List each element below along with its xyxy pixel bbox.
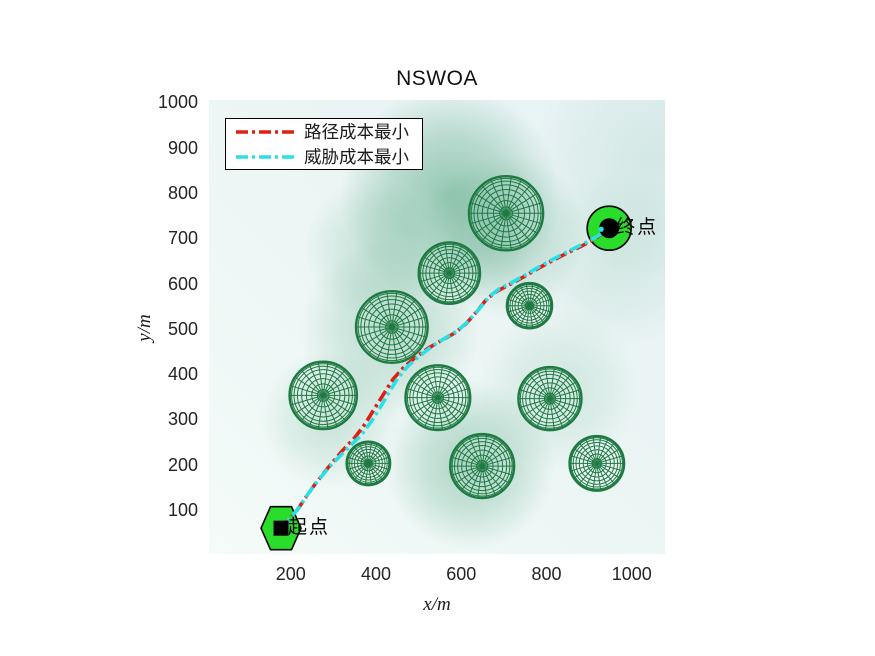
path-min-threat-cost	[279, 226, 611, 530]
threat-field-blob	[303, 179, 445, 321]
legend-item-min-threat-cost: 威胁成本最小	[234, 146, 414, 168]
x-tick-label: 600	[446, 564, 477, 584]
legend-line-red	[236, 129, 294, 134]
threat-field-blob	[479, 309, 642, 471]
y-tick-label: 300	[167, 409, 198, 430]
obstacle-wireframe-sphere	[449, 432, 516, 500]
y-tick-label: 100	[167, 500, 198, 521]
obstacle-wireframe-sphere	[417, 241, 482, 305]
x-tick-label: 200	[275, 564, 306, 584]
obstacle-wireframe-sphere	[404, 364, 472, 432]
obstacle-wireframe-sphere	[568, 434, 626, 492]
x-tick-label: 800	[531, 564, 562, 584]
y-tick-label: 700	[167, 228, 198, 249]
y-tick-label: 600	[167, 273, 198, 294]
plot-area: 路径成本最小 威胁成本最小 起点 终点	[209, 100, 665, 554]
obstacle-wireframe-sphere	[505, 281, 554, 330]
legend-box: 路径成本最小 威胁成本最小	[225, 118, 423, 170]
legend-label: 威胁成本最小	[304, 147, 409, 167]
legend-line-cyan	[236, 154, 294, 159]
y-tick-label: 900	[167, 137, 198, 158]
chart-title: NSWOA	[396, 67, 478, 90]
y-tick-label: 1000	[157, 92, 198, 113]
plot-graphics	[259, 100, 665, 551]
obstacle-wireframe-sphere	[288, 360, 359, 431]
start-point-label: 起点	[288, 517, 331, 539]
end-path-tip	[598, 226, 604, 232]
x-tick-label: 1000	[611, 564, 652, 584]
obstacle-wireframe-sphere	[354, 290, 429, 364]
end-marker-dot	[599, 218, 620, 239]
threat-field-blob	[531, 100, 665, 280]
obstacle-wireframe-sphere	[467, 174, 545, 252]
x-axis-label: x/m	[423, 594, 451, 615]
y-tick-label: 500	[167, 318, 198, 339]
y-tick-label: 800	[167, 182, 198, 203]
start-marker-square	[273, 520, 289, 536]
legend-item-min-path-cost: 路径成本最小	[234, 121, 414, 143]
end-point-label: 终点	[616, 217, 659, 239]
x-tick-label: 400	[361, 564, 392, 584]
y-tick-label: 200	[167, 454, 198, 475]
y-tick-label: 400	[167, 364, 198, 385]
obstacle-wireframe-sphere	[517, 365, 583, 432]
legend-label: 路径成本最小	[304, 122, 409, 142]
obstacle-wireframe-sphere	[345, 440, 392, 487]
